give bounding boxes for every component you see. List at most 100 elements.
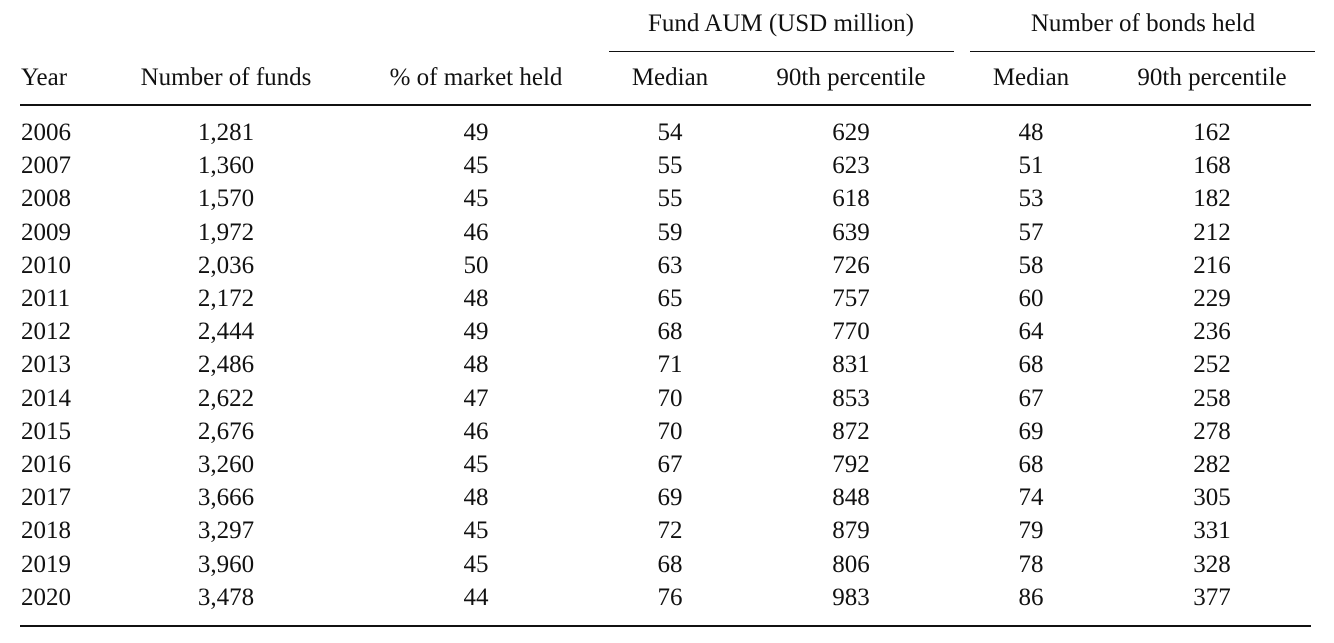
cell-aum-90th-percentile: 757 (832, 285, 870, 312)
cell-bonds-90th-percentile: 305 (1193, 484, 1231, 512)
cell-aum-median: 59 (657, 218, 683, 246)
group-header-fund-aum: Fund AUM (USD million) (647, 10, 915, 37)
cell-market-held: 48 (463, 351, 489, 379)
cell-market-held: 50 (463, 251, 489, 279)
cell-year: 2015 (21, 417, 71, 445)
cell-aum-median: 71 (657, 351, 683, 379)
cell-aum-90th-percentile: 629 (832, 119, 870, 146)
column-header-number-of-funds: Number of funds (140, 64, 312, 91)
cell-bonds-90th-percentile: 168 (1193, 152, 1231, 180)
cell-number-of-funds: 3,260 (197, 451, 255, 478)
cell-aum-90th-percentile: 792 (832, 451, 870, 478)
cell-market-held: 49 (463, 318, 489, 346)
cell-bonds-median: 79 (1018, 517, 1044, 545)
cell-aum-median: 65 (657, 285, 683, 312)
cell-aum-90th-percentile: 879 (832, 517, 870, 545)
cell-number-of-funds: 2,444 (197, 318, 255, 346)
cell-number-of-funds: 3,960 (197, 550, 255, 578)
cell-number-of-funds: 2,172 (197, 285, 255, 312)
cell-number-of-funds: 2,676 (197, 417, 255, 445)
cell-aum-median: 69 (657, 484, 683, 512)
cell-bonds-median: 67 (1018, 384, 1044, 412)
cell-bonds-90th-percentile: 162 (1193, 119, 1231, 146)
column-header-bonds-90th-percentile: 90th percentile (1137, 64, 1287, 91)
cell-number-of-funds: 3,297 (197, 517, 255, 545)
cell-aum-90th-percentile: 848 (832, 484, 870, 512)
cell-aum-median: 68 (657, 550, 683, 578)
cell-number-of-funds: 1,972 (197, 218, 255, 246)
cell-bonds-median: 53 (1018, 185, 1044, 213)
cell-year: 2009 (21, 218, 71, 246)
cell-year: 2008 (21, 185, 71, 213)
cell-number-of-funds: 1,360 (197, 152, 255, 180)
cell-bonds-90th-percentile: 278 (1193, 417, 1231, 445)
cell-aum-median: 63 (657, 251, 683, 279)
cell-year: 2006 (21, 119, 71, 146)
cell-market-held: 47 (463, 384, 489, 412)
cell-market-held: 44 (463, 583, 489, 611)
cell-bonds-90th-percentile: 282 (1193, 451, 1231, 478)
column-header-market-held: % of market held (389, 64, 563, 91)
cell-bonds-90th-percentile: 212 (1193, 218, 1231, 246)
cell-aum-median: 54 (657, 119, 683, 146)
bottom-rule (20, 625, 1311, 627)
cell-aum-median: 67 (657, 451, 683, 478)
cell-market-held: 45 (463, 517, 489, 545)
column-header-aum-median: Median (631, 64, 709, 91)
cell-bonds-median: 78 (1018, 550, 1044, 578)
cell-bonds-90th-percentile: 258 (1193, 384, 1231, 412)
cell-bonds-median: 60 (1018, 285, 1044, 312)
cell-bonds-90th-percentile: 252 (1193, 351, 1231, 379)
cell-bonds-90th-percentile: 328 (1193, 550, 1231, 578)
cell-market-held: 45 (463, 550, 489, 578)
cell-market-held: 46 (463, 218, 489, 246)
cell-aum-median: 72 (657, 517, 683, 545)
cell-aum-90th-percentile: 872 (832, 417, 870, 445)
cell-bonds-90th-percentile: 182 (1193, 185, 1231, 213)
cell-number-of-funds: 2,486 (197, 351, 255, 379)
cell-number-of-funds: 3,478 (197, 583, 255, 611)
group-rule-fund-aum (609, 51, 954, 52)
cell-bonds-median: 69 (1018, 417, 1044, 445)
cell-bonds-median: 86 (1018, 583, 1044, 611)
cell-aum-90th-percentile: 853 (832, 384, 870, 412)
cell-market-held: 45 (463, 185, 489, 213)
cell-number-of-funds: 1,281 (197, 119, 255, 146)
cell-aum-median: 55 (657, 185, 683, 213)
cell-bonds-90th-percentile: 236 (1193, 318, 1231, 346)
cell-market-held: 48 (463, 484, 489, 512)
cell-aum-90th-percentile: 618 (832, 185, 870, 213)
cell-bonds-median: 64 (1018, 318, 1044, 346)
cell-number-of-funds: 2,622 (197, 384, 255, 412)
cell-year: 2010 (21, 251, 71, 279)
column-header-aum-90th-percentile: 90th percentile (776, 64, 926, 91)
cell-aum-90th-percentile: 623 (832, 152, 870, 180)
cell-bonds-median: 48 (1018, 119, 1044, 146)
cell-year: 2017 (21, 484, 71, 512)
group-rule-bonds-held (970, 51, 1315, 52)
cell-year: 2018 (21, 517, 71, 545)
cell-year: 2007 (21, 152, 71, 180)
cell-year: 2014 (21, 384, 71, 412)
cell-bonds-median: 57 (1018, 218, 1044, 246)
cell-year: 2013 (21, 351, 71, 379)
cell-bonds-90th-percentile: 377 (1193, 583, 1231, 611)
cell-bonds-90th-percentile: 229 (1193, 285, 1231, 312)
cell-bonds-90th-percentile: 216 (1193, 251, 1231, 279)
cell-market-held: 45 (463, 451, 489, 478)
cell-year: 2011 (21, 285, 71, 312)
cell-bonds-median: 74 (1018, 484, 1044, 512)
cell-market-held: 48 (463, 285, 489, 312)
cell-aum-median: 70 (657, 384, 683, 412)
cell-aum-median: 70 (657, 417, 683, 445)
cell-number-of-funds: 2,036 (197, 251, 255, 279)
cell-market-held: 46 (463, 417, 489, 445)
column-header-year: Year (21, 64, 68, 91)
cell-aum-median: 55 (657, 152, 683, 180)
header-rule (20, 104, 1311, 106)
cell-market-held: 49 (463, 119, 489, 146)
cell-bonds-90th-percentile: 331 (1193, 517, 1231, 545)
cell-bonds-median: 58 (1018, 251, 1044, 279)
cell-bonds-median: 68 (1018, 351, 1044, 379)
cell-year: 2012 (21, 318, 71, 346)
